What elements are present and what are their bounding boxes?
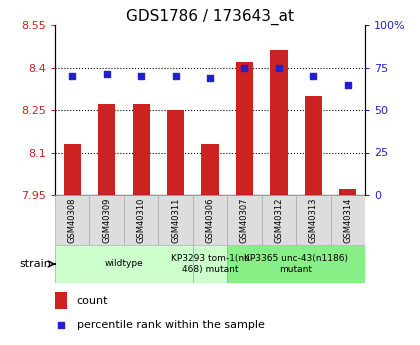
Text: GSM40307: GSM40307 bbox=[240, 197, 249, 243]
Bar bbox=[55, 195, 89, 245]
Text: count: count bbox=[77, 296, 108, 306]
Bar bbox=[158, 195, 193, 245]
Bar bbox=[98, 104, 115, 195]
Bar bbox=[339, 189, 357, 195]
Bar bbox=[331, 195, 365, 245]
Text: GSM40306: GSM40306 bbox=[205, 197, 215, 243]
Text: GSM40308: GSM40308 bbox=[68, 197, 77, 243]
Bar bbox=[236, 62, 253, 195]
Text: percentile rank within the sample: percentile rank within the sample bbox=[77, 319, 265, 329]
Point bbox=[276, 65, 282, 70]
Bar bbox=[55, 292, 67, 309]
Text: KP3365 unc-43(n1186)
mutant: KP3365 unc-43(n1186) mutant bbox=[244, 254, 348, 274]
Point bbox=[310, 73, 317, 79]
Bar bbox=[227, 245, 365, 283]
Text: GSM40312: GSM40312 bbox=[274, 197, 284, 243]
Point bbox=[172, 73, 179, 79]
Bar bbox=[305, 96, 322, 195]
Bar bbox=[132, 104, 150, 195]
Bar bbox=[89, 195, 124, 245]
Text: strain: strain bbox=[19, 259, 51, 269]
Bar bbox=[193, 245, 227, 283]
Point bbox=[241, 65, 248, 70]
Point bbox=[103, 71, 110, 77]
Bar bbox=[55, 245, 193, 283]
Bar bbox=[262, 195, 296, 245]
Text: GSM40314: GSM40314 bbox=[343, 197, 352, 243]
Point bbox=[138, 73, 144, 79]
Bar bbox=[296, 195, 331, 245]
Text: KP3293 tom-1(nu
468) mutant: KP3293 tom-1(nu 468) mutant bbox=[171, 254, 249, 274]
Point bbox=[69, 73, 76, 79]
Point bbox=[58, 322, 65, 327]
Point bbox=[344, 82, 351, 87]
Text: GSM40311: GSM40311 bbox=[171, 197, 180, 243]
Bar bbox=[193, 195, 227, 245]
Bar bbox=[63, 144, 81, 195]
Bar bbox=[167, 110, 184, 195]
Text: wildtype: wildtype bbox=[105, 259, 143, 268]
Point bbox=[207, 75, 213, 80]
Text: GSM40309: GSM40309 bbox=[102, 197, 111, 243]
Bar bbox=[124, 195, 158, 245]
Bar bbox=[227, 195, 262, 245]
Text: GSM40310: GSM40310 bbox=[136, 197, 146, 243]
Title: GDS1786 / 173643_at: GDS1786 / 173643_at bbox=[126, 9, 294, 25]
Bar bbox=[201, 144, 219, 195]
Bar bbox=[270, 50, 288, 195]
Text: GSM40313: GSM40313 bbox=[309, 197, 318, 243]
